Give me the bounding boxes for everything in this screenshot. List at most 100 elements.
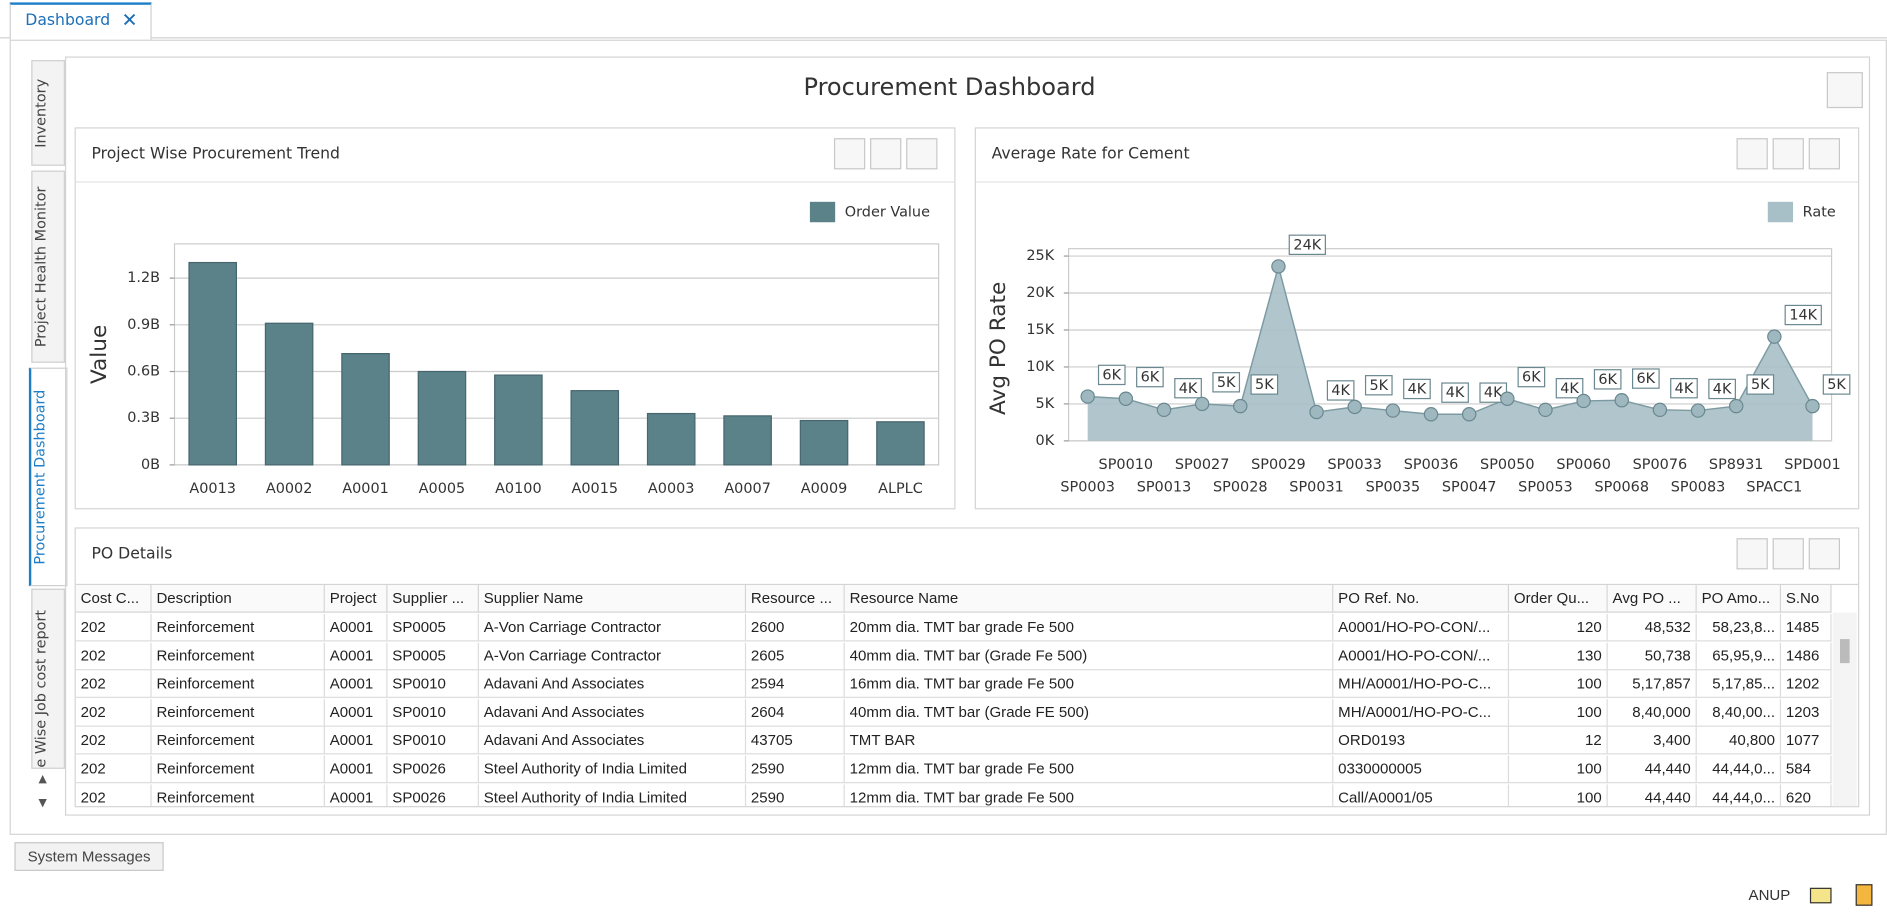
table-cell: 100 (1509, 783, 1608, 807)
value-label: 5K (1827, 377, 1846, 393)
tab-bar (0, 0, 1887, 39)
column-header: S.No (1781, 585, 1832, 613)
value-label: 6K (1598, 372, 1617, 388)
table-cell: MH/A0001/HO-PO-C... (1333, 698, 1510, 727)
dashboard (64, 56, 1871, 816)
export-button[interactable] (1736, 538, 1768, 570)
filter-button[interactable] (1772, 138, 1804, 170)
bar (341, 353, 390, 466)
table-cell: 5,17,857 (1607, 670, 1697, 699)
table-panel: PO Details Cost C... Description Project Su… (74, 527, 1860, 808)
x-tick-label: A0002 (266, 481, 313, 497)
value-label: 5K (1255, 377, 1274, 393)
clipboard-icon[interactable] (1855, 884, 1873, 906)
table-cell: 1485 (1781, 613, 1832, 642)
y-tick-label: 0B (141, 457, 160, 473)
column-header: Cost C... (75, 585, 152, 613)
scroll-thumb[interactable] (1839, 639, 1850, 664)
tab-label: Dashboard (25, 12, 111, 31)
scroll-up[interactable]: ▲ (38, 773, 47, 786)
table-cell: Reinforcement (152, 783, 325, 807)
export-button[interactable] (1826, 72, 1863, 109)
maximize-button[interactable] (1808, 538, 1840, 570)
y-tick-label: 0K (1036, 433, 1055, 449)
table-cell: A0001/HO-PO-CON/... (1333, 642, 1510, 670)
point (1309, 404, 1324, 420)
table-cell: 0330000005 (1333, 755, 1510, 784)
table-cell: 1202 (1781, 670, 1832, 699)
bar (188, 261, 237, 466)
table-cell: 202 (75, 642, 152, 670)
table-cell: SP0026 (387, 755, 479, 784)
filter-button[interactable] (1772, 538, 1804, 570)
value-label-box (1174, 377, 1202, 399)
value-label: 6K (1102, 368, 1121, 384)
table-cell: 48,532 (1607, 613, 1697, 642)
dashboard-title: Procurement Dashboard (803, 72, 1096, 101)
table-cell: 1077 (1781, 727, 1832, 755)
table-cell: 2604 (746, 698, 845, 727)
close-icon[interactable]: ✕ (121, 8, 138, 32)
table-cell: 202 (75, 727, 152, 755)
table-cell: 584 (1781, 755, 1832, 784)
system-messages-button[interactable]: System Messages (14, 842, 164, 871)
table-cell: 202 (76, 783, 152, 807)
y-tick-label: 10K (1026, 359, 1054, 375)
point (1347, 399, 1362, 415)
column-header: PO Ref. No. (1333, 585, 1510, 613)
x-tick-label: A0001 (342, 481, 389, 497)
table-cell: Reinforcement (151, 698, 325, 727)
maximize-button[interactable] (906, 138, 938, 170)
export-button[interactable] (833, 138, 866, 170)
x-tick-label: SP0028 (1213, 480, 1268, 496)
table-cell: 58,23,8... (1696, 613, 1782, 642)
point (1118, 391, 1134, 406)
table-cell: ORD0193 (1333, 727, 1510, 755)
maximize-button[interactable] (1808, 138, 1840, 170)
value-label: 4K (1408, 382, 1427, 398)
value-label: 6K (1522, 370, 1541, 386)
x-tick-label: SP0033 (1327, 457, 1382, 473)
x-tick-label: A0009 (801, 481, 848, 497)
table-cell: 40,800 (1696, 727, 1782, 755)
y-tick-label: 0.3B (127, 410, 160, 426)
bar (723, 415, 772, 466)
column-header: Order Qu... (1509, 585, 1608, 613)
point (1614, 393, 1629, 408)
x-tick-label: SP0053 (1518, 480, 1573, 496)
legend-label: Rate (1803, 205, 1836, 221)
scroll-down[interactable]: ▼ (38, 797, 47, 810)
point (1233, 398, 1248, 414)
table-cell: SP0005 (387, 642, 479, 670)
mail-icon[interactable] (1809, 887, 1832, 904)
scrollbar[interactable] (1832, 612, 1857, 807)
table-cell: 130 (1509, 642, 1608, 670)
point (1538, 402, 1553, 418)
panel-title: PO Details (91, 545, 173, 564)
doc-tab[interactable]: Dashboard ✕ (9, 2, 152, 40)
point (1805, 398, 1820, 414)
point (1271, 259, 1286, 274)
value-label-box (1746, 374, 1775, 395)
table-cell: 44,44,0... (1697, 783, 1782, 807)
area (1087, 266, 1813, 441)
table-cell: A0001 (324, 727, 388, 755)
export-button[interactable] (1736, 138, 1768, 170)
y-tick-label: 20K (1026, 285, 1054, 301)
value-label: 5K (1217, 375, 1236, 391)
x-tick-label: SP0029 (1251, 457, 1306, 473)
table-cell: 2590 (746, 755, 845, 784)
data-grid: Cost C... Description Project Supplier ... S… (75, 583, 1859, 807)
table-cell: Steel Authority of India Limited (478, 755, 747, 784)
x-tick-label: SP0076 (1633, 457, 1688, 473)
value-label-box (1097, 364, 1126, 386)
value-label: 14K (1789, 308, 1817, 324)
table-cell: A0001 (324, 670, 388, 699)
bar (799, 419, 849, 466)
value-label: 4K (1446, 385, 1465, 401)
panel-title: Project Wise Procurement Trend (91, 145, 340, 164)
x-tick-label: A0007 (724, 481, 771, 497)
table-cell: 2594 (746, 670, 845, 699)
y-tick-label: 0.6B (127, 364, 160, 380)
filter-button[interactable] (870, 138, 902, 170)
